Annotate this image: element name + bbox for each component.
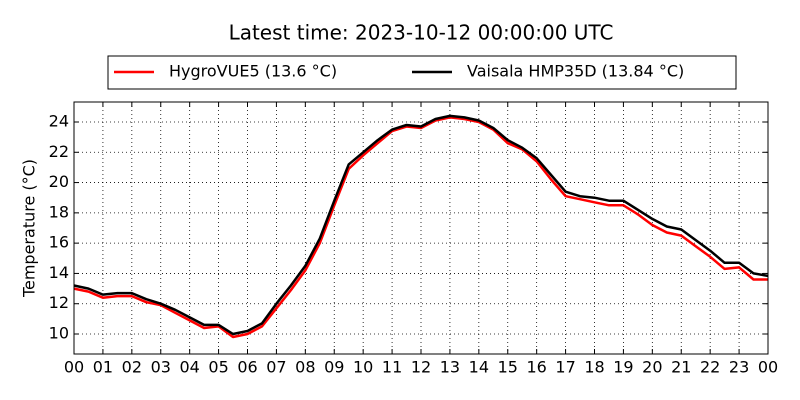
y-tick-label: 18 <box>49 202 69 221</box>
y-axis-label: Temperature (°C) <box>20 159 39 298</box>
x-tick-label: 01 <box>93 358 113 377</box>
x-tick-label: 03 <box>151 358 171 377</box>
chart-title: Latest time: 2023-10-12 00:00:00 UTC <box>229 21 614 45</box>
y-tick-label: 12 <box>49 293 69 312</box>
y-tick-label: 20 <box>49 172 69 191</box>
x-tick-label: 19 <box>613 358 633 377</box>
x-tick-label: 21 <box>671 358 691 377</box>
x-tick-label: 23 <box>729 358 749 377</box>
x-tick-label: 09 <box>324 358 344 377</box>
x-tick-label: 04 <box>179 358 199 377</box>
x-tick-label: 12 <box>411 358 431 377</box>
x-tick-label: 20 <box>642 358 662 377</box>
plot-frame <box>73 101 769 355</box>
x-tick-label: 07 <box>266 358 286 377</box>
x-tick-label: 17 <box>555 358 575 377</box>
x-tick-label: 00 <box>64 358 84 377</box>
series-line <box>73 116 768 339</box>
x-tick-label: 15 <box>498 358 518 377</box>
x-tick-label: 10 <box>353 358 373 377</box>
x-tick-label: 18 <box>584 358 604 377</box>
x-tick-label: 16 <box>526 358 546 377</box>
y-tick-label: 10 <box>49 324 69 343</box>
x-tick-label: 14 <box>469 358 489 377</box>
x-tick-label: 06 <box>237 358 257 377</box>
y-tick-label: 14 <box>49 263 69 282</box>
series-line <box>73 114 769 336</box>
x-tick-label: 00 <box>758 358 778 377</box>
y-tick-label: 16 <box>49 233 69 252</box>
x-tick-label: 11 <box>382 358 402 377</box>
y-tick-label: 22 <box>49 142 69 161</box>
x-tick-label: 22 <box>700 358 720 377</box>
x-tick-label: 02 <box>122 358 142 377</box>
legend-label: HygroVUE5 (13.6 °C) <box>169 62 337 81</box>
x-tick-label: 08 <box>295 358 315 377</box>
x-tick-label: 05 <box>208 358 228 377</box>
x-tick-label: 13 <box>440 358 460 377</box>
legend-label: Vaisala HMP35D (13.84 °C) <box>467 62 684 81</box>
y-tick-label: 24 <box>49 111 69 130</box>
